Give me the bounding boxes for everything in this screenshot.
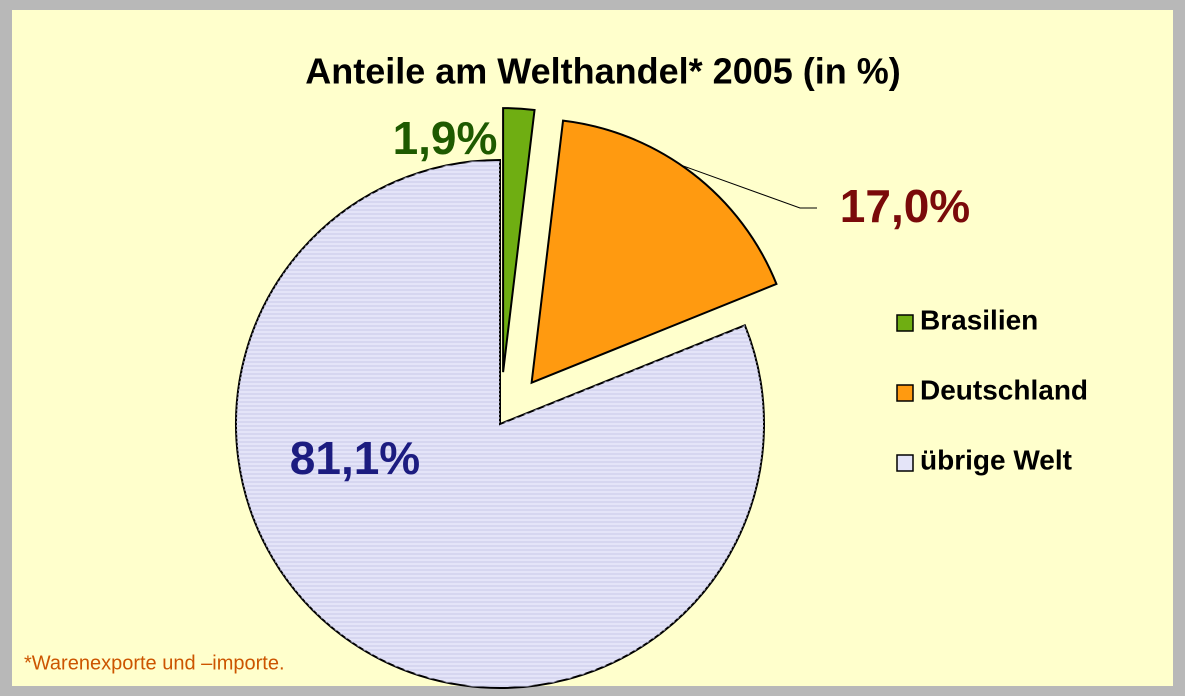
pie-slice: [530, 119, 778, 385]
chart-title: Anteile am Welthandel* 2005 (in %): [305, 51, 901, 92]
note: *Warenexporte und –importe.: [24, 652, 285, 674]
data-label: 17,0%: [840, 180, 970, 232]
data-label: 81,1%: [290, 432, 420, 484]
legend-swatch: [896, 314, 914, 332]
legend-swatch: [896, 454, 914, 472]
pie-slice: [502, 107, 536, 373]
slice-hatch: [236, 160, 764, 688]
legend-label: übrige Welt: [920, 444, 1072, 475]
data-label: 1,9%: [393, 112, 498, 164]
legend-label: Deutschland: [920, 374, 1088, 405]
legend-swatch: [896, 384, 914, 402]
leader-line: [681, 164, 817, 209]
legend-label: Brasilien: [920, 304, 1038, 335]
